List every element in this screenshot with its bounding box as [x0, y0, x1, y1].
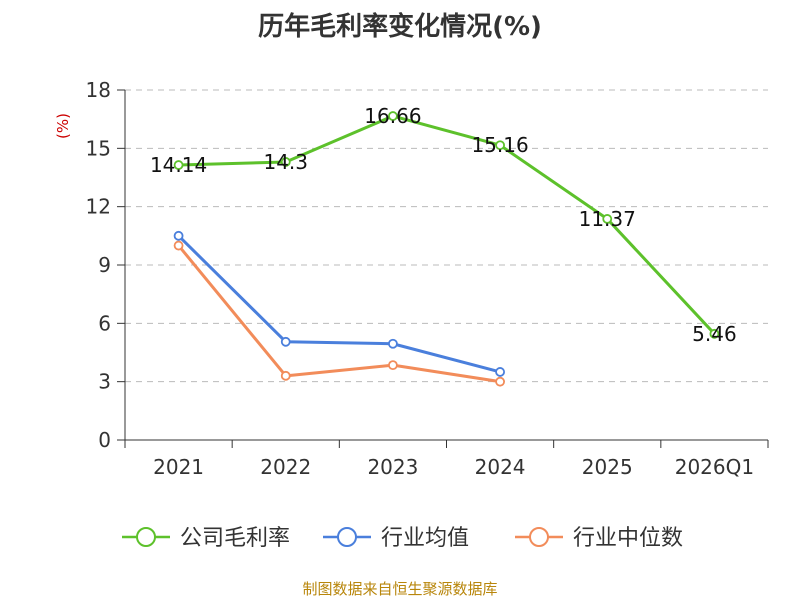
y-tick-label: 12: [86, 195, 111, 219]
data-labels: 14.14 14.3 16.66 15.16 11.37 5.46: [150, 104, 737, 346]
data-point: [173, 240, 184, 251]
legend-label: 公司毛利率: [180, 526, 290, 551]
y-tick-label: 0: [98, 428, 111, 452]
series-line: [178, 114, 716, 335]
data-point: [602, 214, 613, 224]
data-label: 5.46: [692, 322, 737, 346]
y-tick-label: 3: [98, 370, 111, 394]
data-point: [280, 370, 291, 381]
data-point: [495, 367, 505, 377]
x-tick-label: 2025: [582, 455, 633, 479]
data-point: [388, 338, 398, 349]
chart-title: 历年毛利率变化情况(%): [258, 12, 542, 42]
legend: 公司毛利率 行业均值 行业中位数: [122, 526, 683, 551]
data-point: [173, 230, 184, 241]
x-tick-label: 2024: [475, 455, 526, 479]
data-point: [388, 111, 398, 121]
data-point: [495, 376, 505, 387]
data-label: 11.37: [579, 207, 636, 231]
y-tick-label: 15: [86, 136, 111, 160]
data-point: [709, 328, 720, 339]
data-label: 15.16: [471, 133, 528, 157]
data-point: [280, 157, 291, 167]
x-tick-label: 2021: [153, 455, 204, 479]
y-tick-label: 18: [86, 78, 111, 102]
legend-marker: [136, 527, 156, 547]
series: [173, 111, 720, 387]
data-source-footer: 制图数据来自恒生聚源数据库: [302, 580, 498, 598]
axes: 0 3 6 9 12 15 18 2021 2022 2023 2024 2025 2026Q1: [86, 78, 769, 479]
data-point: [388, 360, 398, 371]
x-tick-label: 2026Q1: [675, 455, 754, 479]
legend-marker: [529, 527, 549, 547]
x-tick-label: 2022: [260, 455, 311, 479]
data-label: 16.66: [364, 104, 421, 128]
legend-label: 行业中位数: [573, 526, 683, 551]
data-label: 14.14: [150, 153, 207, 177]
series-line: [177, 244, 501, 384]
data-point: [280, 336, 291, 347]
legend-marker: [337, 527, 357, 547]
y-tick-label: 6: [98, 311, 111, 335]
y-axis-unit: (%): [54, 113, 72, 139]
series-line: [177, 234, 501, 374]
x-tick-label: 2023: [367, 455, 418, 479]
grid: [125, 89, 768, 383]
data-point: [495, 140, 505, 151]
legend-label: 行业均值: [381, 526, 469, 551]
data-label: 14.3: [263, 150, 308, 174]
data-point: [173, 160, 184, 170]
y-tick-label: 9: [98, 253, 111, 277]
